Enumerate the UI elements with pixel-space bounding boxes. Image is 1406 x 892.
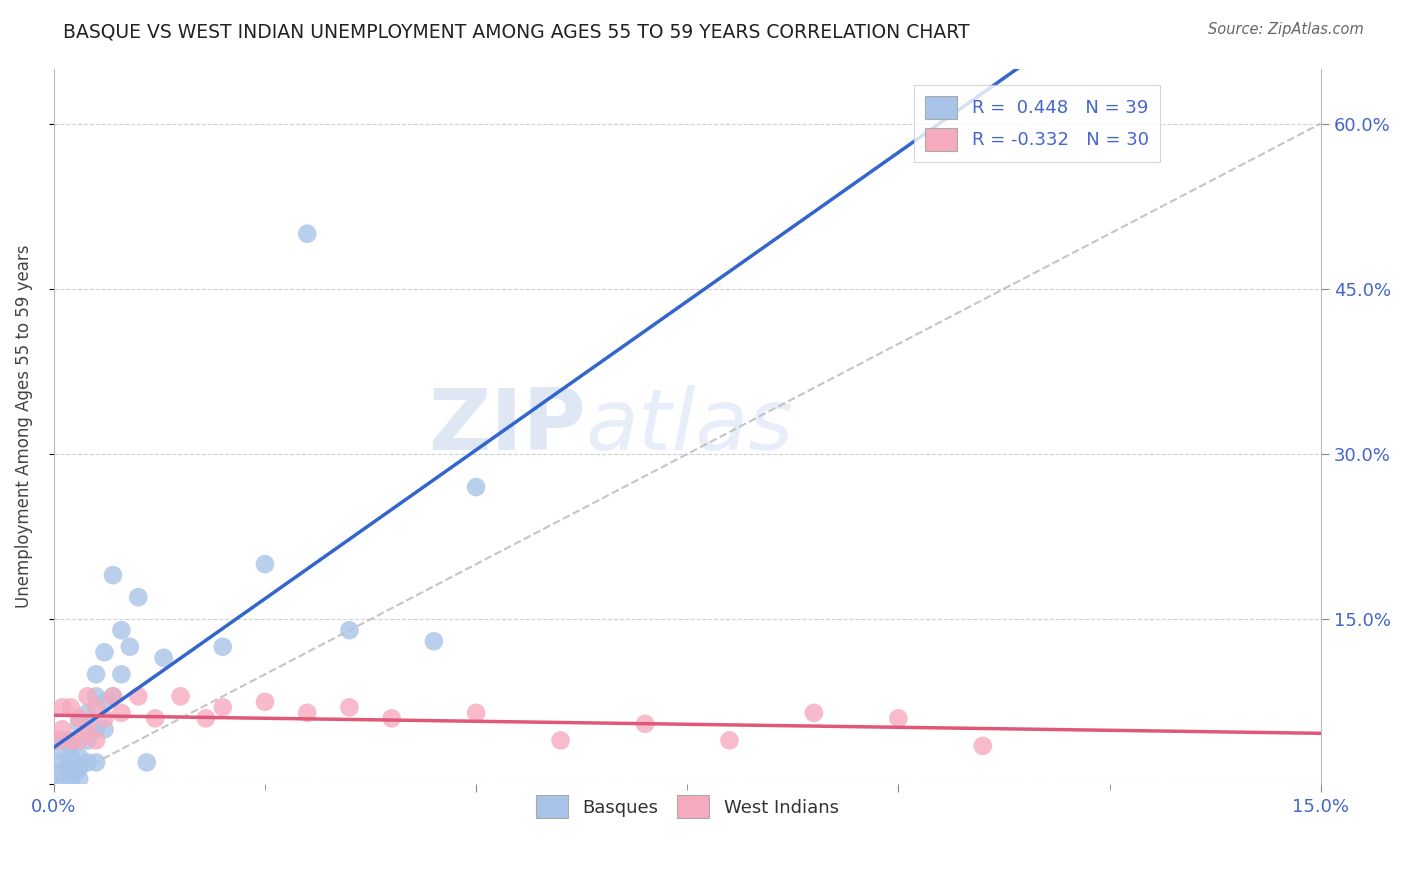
Point (110, 706, 132, 720)
Point (84, 733, 107, 747)
Point (59, 733, 82, 747)
Point (423, 634, 446, 648)
Point (93, 711, 115, 725)
Point (143, 711, 166, 725)
Point (51, 772, 73, 786)
Point (127, 690, 149, 704)
Point (59, 772, 82, 786)
Point (253, 695, 276, 709)
Point (152, 650, 174, 665)
Point (887, 711, 910, 725)
Point (51, 723, 73, 737)
Point (93, 723, 115, 737)
Point (101, 690, 124, 704)
Point (194, 711, 217, 725)
Point (67, 716, 90, 731)
Point (465, 480, 488, 494)
Point (84, 700, 107, 714)
Point (59, 761, 82, 775)
Point (381, 711, 404, 725)
Point (110, 624, 132, 638)
Point (169, 690, 191, 704)
Legend: Basques, West Indians: Basques, West Indians (529, 788, 846, 825)
Point (76, 723, 98, 737)
Point (253, 557, 276, 571)
Point (803, 706, 825, 720)
Point (634, 716, 657, 731)
Point (46, 733, 69, 747)
Point (67, 761, 90, 775)
Point (76, 706, 98, 720)
Point (118, 640, 141, 654)
Point (84, 667, 107, 681)
Point (51, 733, 73, 747)
Point (339, 700, 361, 714)
Point (101, 568, 124, 582)
Point (63, 766, 86, 780)
Text: Source: ZipAtlas.com: Source: ZipAtlas.com (1208, 22, 1364, 37)
Point (93, 695, 115, 709)
Point (127, 590, 149, 604)
Point (84, 690, 107, 704)
Point (76, 690, 98, 704)
Text: ZIP: ZIP (429, 385, 586, 468)
Point (93, 645, 115, 659)
Point (76, 756, 98, 770)
Text: BASQUE VS WEST INDIAN UNEMPLOYMENT AMONG AGES 55 TO 59 YEARS CORRELATION CHART: BASQUE VS WEST INDIAN UNEMPLOYMENT AMONG… (63, 22, 970, 41)
Text: atlas: atlas (586, 385, 794, 468)
Point (339, 624, 361, 638)
Point (76, 733, 98, 747)
Y-axis label: Unemployment Among Ages 55 to 59 years: Unemployment Among Ages 55 to 59 years (15, 244, 32, 608)
Point (972, 739, 994, 753)
Point (59, 700, 82, 714)
Point (59, 739, 82, 753)
Point (211, 700, 233, 714)
Point (59, 750, 82, 764)
Point (84, 723, 107, 737)
Point (718, 733, 741, 747)
Point (101, 690, 124, 704)
Point (135, 756, 157, 770)
Point (67, 750, 90, 764)
Point (211, 640, 233, 654)
Point (465, 706, 488, 720)
Point (55, 761, 77, 775)
Point (84, 756, 107, 770)
Point (46, 766, 69, 780)
Point (110, 667, 132, 681)
Point (295, 706, 318, 720)
Point (550, 733, 572, 747)
Point (67, 733, 90, 747)
Point (51, 756, 73, 770)
Point (51, 744, 73, 758)
Point (67, 772, 90, 786)
Point (51, 700, 73, 714)
Point (67, 711, 90, 725)
Point (295, 227, 318, 241)
